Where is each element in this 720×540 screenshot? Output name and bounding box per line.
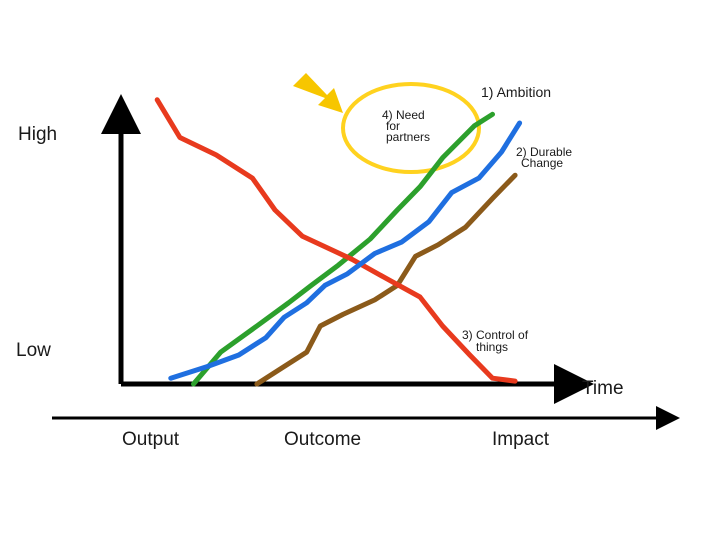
y-high-label: High: [18, 124, 57, 145]
series-line-2-durable-change: [254, 172, 518, 387]
phase-label-outcome: Outcome: [284, 429, 361, 450]
series-label-control-of-things: 3) Control of things: [462, 328, 531, 354]
series-line-3-control-of-things: [154, 97, 518, 384]
y-low-label: Low: [16, 340, 51, 361]
x-axis-label: Time: [582, 378, 624, 399]
pointer-arrow-icon: [293, 73, 343, 113]
series-label-need-for-partners: 4) Need for partners: [382, 108, 430, 144]
series-label-ambition: 1) Ambition: [481, 84, 551, 100]
phase-label-output: Output: [122, 429, 180, 450]
series-label-durable-change: 2) Durable Change: [516, 145, 575, 170]
series-line-4-need-for-partners: [168, 120, 523, 381]
phase-label-impact: Impact: [492, 429, 550, 450]
highlight-circle: [341, 82, 481, 174]
series-layer: [154, 97, 523, 387]
series-line-1-ambition: [191, 111, 495, 387]
